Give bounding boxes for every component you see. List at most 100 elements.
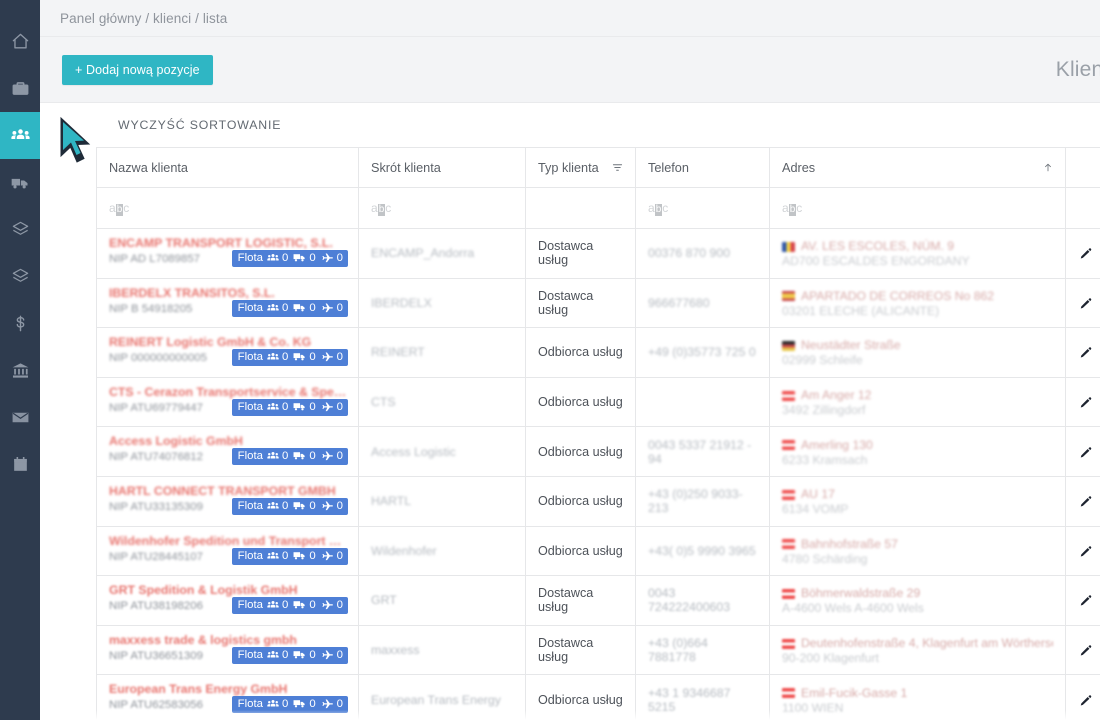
table-row[interactable]: Access Logistic GmbH NIP ATU74076812 Flota…: [96, 426, 1100, 477]
edit-row-button[interactable]: [1079, 593, 1093, 607]
table-row[interactable]: IBERDELX TRANSITOS, S.L. NIP B 54918205 Fl…: [96, 277, 1100, 329]
cell-client-type[interactable]: Odbiorca usług: [525, 475, 636, 527]
cell-client-short[interactable]: CTS: [358, 376, 526, 428]
edit-row-button[interactable]: [1079, 445, 1093, 459]
table-row[interactable]: GRT Spedition & Logistik GmbH NIP ATU3819…: [96, 575, 1100, 626]
edit-row-button[interactable]: [1079, 643, 1093, 657]
table-row[interactable]: REINERT Logistic GmbH & Co. KG NIP 000000…: [96, 327, 1100, 378]
cell-client-type[interactable]: Odbiorca usług: [525, 426, 636, 477]
cell-client-address[interactable]: Neustädter Straße 02999 Schleife: [769, 327, 1066, 378]
sidebar-item-calendar[interactable]: [0, 441, 40, 488]
add-new-item-button[interactable]: + Dodaj nową pozycje: [62, 54, 213, 85]
edit-row-button[interactable]: [1079, 544, 1093, 558]
cell-client-name[interactable]: Wildenhofer Spedition und Transport GmbH…: [96, 525, 359, 577]
cell-client-short[interactable]: IBERDELX: [358, 277, 526, 329]
sidebar-item-fleet[interactable]: [0, 159, 40, 206]
cell-client-name[interactable]: Access Logistic GmbH NIP ATU74076812 Flota…: [96, 426, 359, 477]
edit-row-button[interactable]: [1079, 246, 1093, 260]
sidebar-item-orders[interactable]: [0, 65, 40, 112]
asc-arrow-icon[interactable]: [1043, 161, 1053, 174]
cell-client-name[interactable]: GRT Spedition & Logistik GmbH NIP ATU3819…: [96, 575, 359, 626]
edit-row-button[interactable]: [1079, 693, 1093, 707]
table-row[interactable]: HARTL CONNECT TRANSPORT GMBH NIP ATU33135…: [96, 475, 1100, 527]
cell-client-name[interactable]: IBERDELX TRANSITOS, S.L. NIP B 54918205 Fl…: [96, 277, 359, 329]
cell-client-name[interactable]: ENCAMP TRANSPORT LOGISTIC, S.L. NIP AD L7…: [96, 228, 359, 279]
fleet-badge[interactable]: Flota 0 0 0: [231, 398, 348, 416]
edit-row-button[interactable]: [1079, 296, 1093, 310]
edit-row-button[interactable]: [1079, 494, 1093, 508]
sidebar-item-home[interactable]: [0, 18, 40, 65]
cell-client-name[interactable]: REINERT Logistic GmbH & Co. KG NIP 000000…: [96, 327, 359, 378]
cell-client-address[interactable]: Bahnhofstraße 57 4780 Schärding: [769, 525, 1066, 577]
cell-client-phone[interactable]: +43 (0)250 9033-213: [635, 475, 770, 527]
cell-client-short[interactable]: GRT: [358, 575, 526, 626]
cell-client-name[interactable]: maxxess trade & logistics gmbh NIP ATU366…: [96, 624, 359, 676]
sidebar-item-layers-1[interactable]: [0, 206, 40, 253]
cell-client-short[interactable]: REINERT: [358, 327, 526, 378]
cell-client-short[interactable]: Wildenhofer: [358, 525, 526, 577]
sidebar-item-finance[interactable]: [0, 300, 40, 347]
cell-client-short[interactable]: Access Logistic: [358, 426, 526, 477]
cell-client-short[interactable]: HARTL: [358, 475, 526, 527]
cell-client-phone[interactable]: 0043 5337 21912 - 94: [635, 426, 770, 477]
cell-client-phone[interactable]: +49 (0)35773 725 0: [635, 327, 770, 378]
sidebar-item-clients[interactable]: [0, 112, 40, 159]
column-header-phone[interactable]: Telefon: [635, 147, 770, 188]
cell-client-address[interactable]: Emil-Fucik-Gasse 1 1100 WIEN: [769, 674, 1066, 720]
cell-client-short[interactable]: maxxess: [358, 624, 526, 676]
edit-row-button[interactable]: [1079, 345, 1093, 359]
cell-client-address[interactable]: Deutenhofenstraße 4, Klagenfurt am Wörth…: [769, 624, 1066, 676]
clear-sort-button[interactable]: WYCZYŚĆ SORTOWANIE: [118, 118, 282, 132]
fleet-badge[interactable]: Flota 0 0 0: [231, 299, 348, 317]
sidebar-item-bank[interactable]: [0, 347, 40, 394]
fleet-badge[interactable]: Flota 0 0 0: [231, 696, 348, 714]
fleet-badge[interactable]: Flota 0 0 0: [231, 597, 348, 615]
table-row[interactable]: European Trans Energy GmbH NIP ATU6258305…: [96, 674, 1100, 720]
column-header-address[interactable]: Adres: [769, 147, 1066, 188]
cell-client-name[interactable]: European Trans Energy GmbH NIP ATU6258305…: [96, 674, 359, 720]
sidebar-item-layers-2[interactable]: [0, 253, 40, 300]
breadcrumb[interactable]: Panel główny / klienci / lista: [60, 10, 228, 26]
fleet-badge[interactable]: Flota 0 0 0: [231, 349, 348, 367]
fleet-badge[interactable]: Flota 0 0 0: [231, 250, 348, 267]
column-header-name[interactable]: Nazwa klienta: [96, 147, 359, 188]
cell-client-address[interactable]: Amerling 130 6233 Kramsach: [769, 426, 1066, 477]
cell-client-type[interactable]: Dostawca usług: [525, 575, 636, 626]
fleet-badge[interactable]: Flota 0 0 0: [231, 547, 348, 565]
cell-client-type[interactable]: Odbiorca usług: [525, 376, 636, 428]
cell-client-name[interactable]: CTS - Cerazon Transportservice & Spediti…: [96, 376, 359, 428]
table-row[interactable]: maxxess trade & logistics gmbh NIP ATU366…: [96, 624, 1100, 676]
cell-client-phone[interactable]: 0043 724222400603: [635, 575, 770, 626]
cell-client-type[interactable]: Dostawca usług: [525, 228, 636, 279]
cell-client-phone[interactable]: +43 (0)664 7881778: [635, 624, 770, 676]
cell-client-type[interactable]: Odbiorca usług: [525, 525, 636, 577]
table-row[interactable]: ENCAMP TRANSPORT LOGISTIC, S.L. NIP AD L7…: [96, 228, 1100, 279]
cell-client-short[interactable]: ENCAMP_Andorra: [358, 228, 526, 279]
table-row[interactable]: CTS - Cerazon Transportservice & Spediti…: [96, 376, 1100, 428]
filter-icon[interactable]: [612, 162, 623, 173]
filter-cell-type[interactable]: [525, 187, 636, 229]
cell-client-phone[interactable]: +43( 0)5 9990 3965: [635, 525, 770, 577]
cell-client-type[interactable]: Dostawca usług: [525, 624, 636, 676]
fleet-badge[interactable]: Flota 0 0 0: [231, 497, 348, 515]
cell-client-short[interactable]: European Trans Energy: [358, 674, 526, 720]
column-header-short[interactable]: Skrót klienta: [358, 147, 526, 188]
cell-client-type[interactable]: Odbiorca usług: [525, 327, 636, 378]
cell-client-phone[interactable]: 00376 870 900: [635, 228, 770, 279]
cell-client-phone[interactable]: [635, 376, 770, 428]
cell-client-phone[interactable]: +43 1 9346687 5215: [635, 674, 770, 720]
sidebar-item-mail[interactable]: [0, 394, 40, 441]
cell-client-type[interactable]: Dostawca usług: [525, 277, 636, 329]
edit-row-button[interactable]: [1079, 395, 1093, 409]
cell-client-phone[interactable]: 966677680: [635, 277, 770, 329]
cell-client-name[interactable]: HARTL CONNECT TRANSPORT GMBH NIP ATU33135…: [96, 475, 359, 527]
column-header-type[interactable]: Typ klienta: [525, 147, 636, 188]
cell-client-address[interactable]: Am Anger 12 3492 Zillingdorf: [769, 376, 1066, 428]
cell-client-address[interactable]: AU 17 6134 VOMP: [769, 475, 1066, 527]
cell-client-type[interactable]: Odbiorca usług: [525, 674, 636, 720]
cell-client-address[interactable]: AV. LES ESCOLES, NÚM. 9 AD700 ESCALDES EN…: [769, 228, 1066, 279]
fleet-badge[interactable]: Flota 0 0 0: [231, 646, 348, 664]
